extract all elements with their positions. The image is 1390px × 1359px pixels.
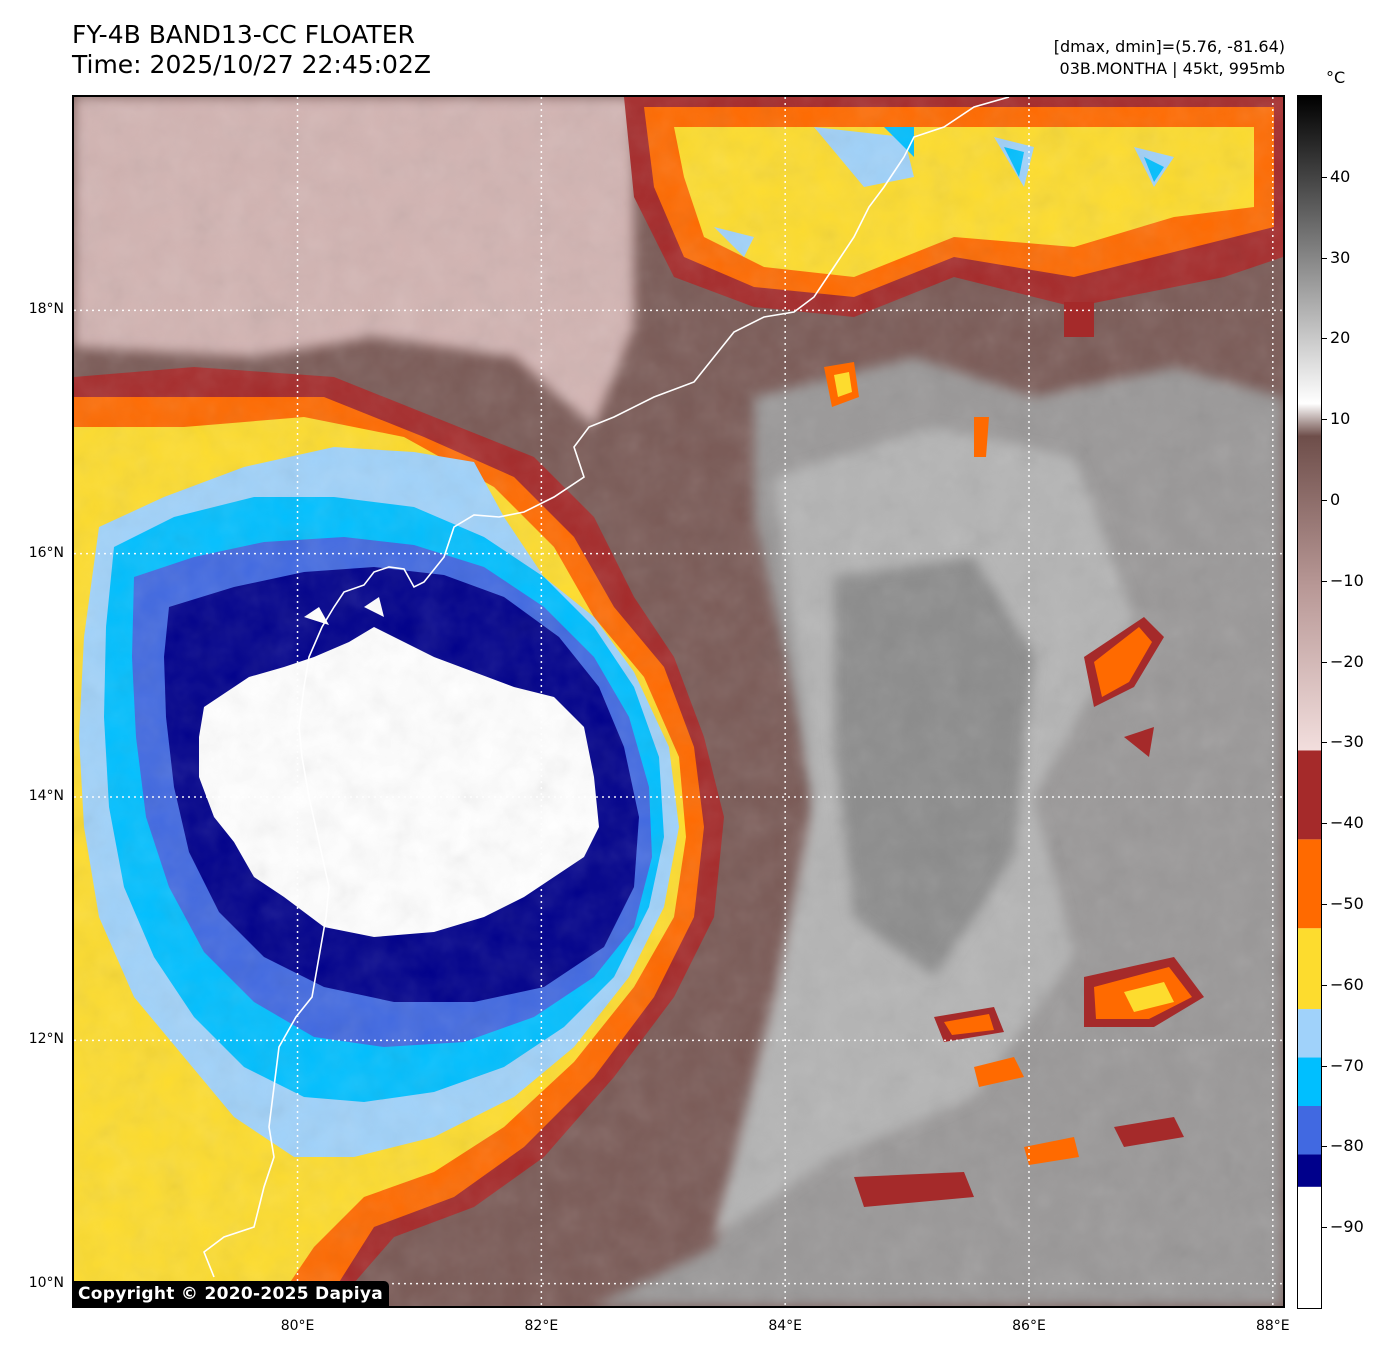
- copyright-badge: Copyright © 2020-2025 Dapiya: [74, 1281, 389, 1307]
- latitude-label: 16°N: [29, 545, 64, 561]
- latitude-label: 10°N: [29, 1275, 64, 1291]
- colorbar-tick-label: 30: [1330, 249, 1350, 267]
- colorbar-segment: [1298, 1009, 1321, 1057]
- colorbar-tick-label: −30: [1330, 733, 1364, 751]
- colorbar-segment: [1298, 839, 1321, 928]
- colorbar-tick: [1322, 904, 1327, 905]
- colorbar: [1297, 95, 1322, 1309]
- longitude-label: 80°E: [281, 1318, 315, 1334]
- colorbar-segment: [1298, 1106, 1321, 1154]
- colorbar-tick: [1322, 581, 1327, 582]
- colorbar-tick-label: 0: [1330, 491, 1340, 509]
- longitude-label: 84°E: [768, 1318, 802, 1334]
- colorbar-tick: [1322, 1146, 1327, 1147]
- latitude-label: 14°N: [29, 788, 64, 804]
- colorbar-tick: [1322, 338, 1327, 339]
- satellite-image-map[interactable]: [72, 95, 1285, 1308]
- colorbar-tick-label: −60: [1330, 976, 1364, 994]
- colorbar-tick-label: 10: [1330, 410, 1350, 428]
- colorbar-segment: [1298, 1154, 1321, 1186]
- colorbar-tick: [1322, 1066, 1327, 1067]
- colorbar-tick-label: −90: [1330, 1218, 1364, 1236]
- colorbar-tick: [1322, 1227, 1327, 1228]
- colorbar-ramp: [1298, 96, 1321, 1308]
- colorbar-grayscale-ramp: [1298, 96, 1321, 750]
- storm-info-label: 03B.MONTHA | 45kt, 995mb: [1060, 58, 1285, 80]
- longitude-label: 82°E: [525, 1318, 559, 1334]
- latitude-label: 18°N: [29, 301, 64, 317]
- colorbar-tick-label: −20: [1330, 653, 1364, 671]
- colorbar-tick-label: 20: [1330, 329, 1350, 347]
- colorbar-tick-label: −40: [1330, 814, 1364, 832]
- data-range-label: [dmax, dmin]=(5.76, -81.64): [1054, 36, 1285, 58]
- chart-title: FY-4B BAND13-CC FLOATER: [72, 20, 415, 50]
- colorbar-segment: [1298, 1058, 1321, 1106]
- colorbar-segment: [1298, 1187, 1321, 1308]
- colorbar-tick-label: −10: [1330, 572, 1364, 590]
- longitude-label: 88°E: [1256, 1318, 1290, 1334]
- colorbar-tick: [1322, 742, 1327, 743]
- colorbar-tick-label: −80: [1330, 1137, 1364, 1155]
- longitude-label: 86°E: [1012, 1318, 1046, 1334]
- colorbar-segment: [1298, 928, 1321, 1009]
- timestamp: Time: 2025/10/27 22:45:02Z: [72, 50, 431, 80]
- colorbar-tick-label: −50: [1330, 895, 1364, 913]
- ir-imagery: [74, 97, 1283, 1306]
- colorbar-tick-label: 40: [1330, 168, 1350, 186]
- colorbar-tick: [1322, 985, 1327, 986]
- colorbar-tick: [1322, 662, 1327, 663]
- colorbar-segment: [1298, 750, 1321, 839]
- latitude-label: 12°N: [29, 1031, 64, 1047]
- colorbar-unit: °C: [1326, 68, 1345, 87]
- colorbar-tick: [1322, 419, 1327, 420]
- colorbar-tick: [1322, 258, 1327, 259]
- colorbar-tick-label: −70: [1330, 1057, 1364, 1075]
- colorbar-tick: [1322, 177, 1327, 178]
- colorbar-tick: [1322, 823, 1327, 824]
- colorbar-tick: [1322, 500, 1327, 501]
